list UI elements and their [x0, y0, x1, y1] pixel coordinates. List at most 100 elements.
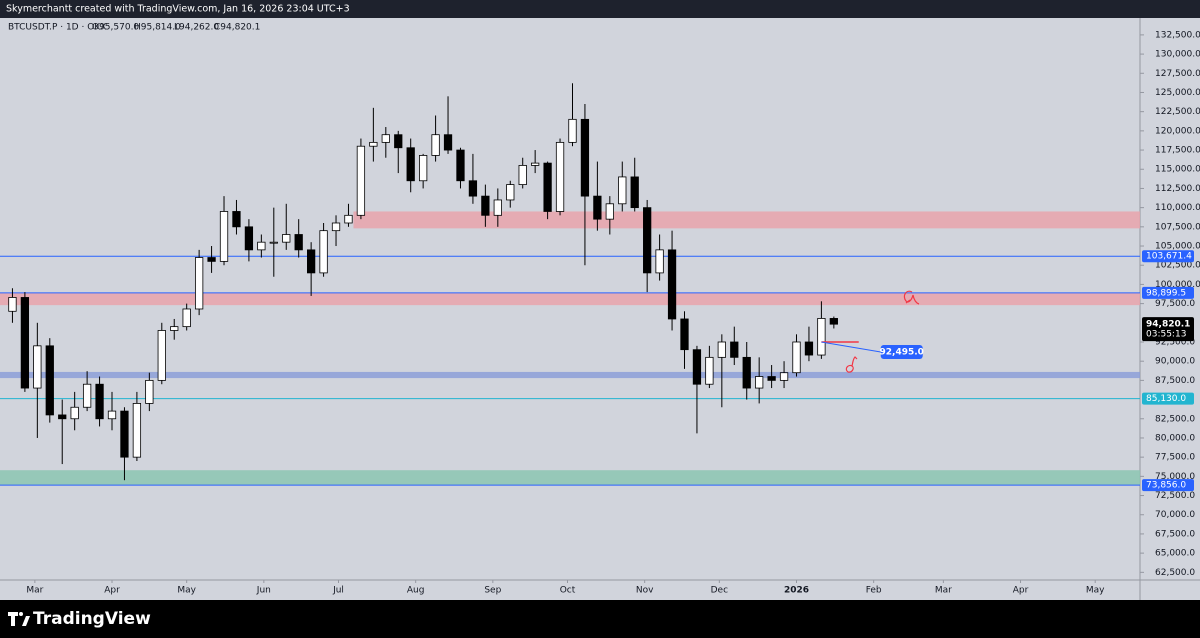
- candle-body: [804, 341, 814, 356]
- candle-body: [643, 207, 652, 274]
- y-tick-label: 130,000.0: [1155, 50, 1200, 60]
- price-tag-label: 103,671.4: [1146, 252, 1192, 262]
- candle-body: [555, 141, 565, 212]
- last-price-tag: [1142, 317, 1194, 342]
- plot-area: [0, 83, 1140, 486]
- candle-body: [33, 345, 42, 389]
- y-tick-label: 127,500.0: [1155, 69, 1200, 79]
- candle-body: [493, 199, 502, 216]
- candle-body: [692, 349, 702, 385]
- candle-body: [107, 410, 117, 420]
- candle-body: [481, 195, 490, 216]
- candle-body: [568, 118, 577, 143]
- candle-body: [269, 241, 278, 244]
- y-tick-label: 82,500.0: [1155, 414, 1195, 424]
- price-tag: [1142, 250, 1194, 263]
- brand: TradingView: [33, 609, 151, 629]
- y-tick-label: 92,500.0: [1155, 337, 1195, 347]
- candle-body: [655, 249, 664, 274]
- y-tick-label: 77,500.0: [1155, 453, 1195, 463]
- y-tick-label: 87,500.0: [1155, 376, 1195, 386]
- candle-body: [817, 318, 826, 356]
- candle-body: [717, 341, 726, 358]
- zone: [0, 292, 1140, 306]
- candle-body: [792, 341, 801, 374]
- x-tick-label: Oct: [560, 586, 576, 596]
- x-tick-label: Dec: [711, 586, 728, 596]
- candle-body: [543, 162, 552, 212]
- candle-body: [593, 195, 602, 220]
- alpha-mark: [903, 290, 920, 305]
- candle-body: [829, 318, 838, 325]
- zone: [0, 371, 1140, 379]
- candle-body: [742, 356, 751, 389]
- y-tick-label: 105,000.0: [1155, 242, 1200, 252]
- candle-body: [468, 180, 478, 197]
- y-tick-label: 112,500.0: [1155, 184, 1200, 194]
- y-tick-label: 120,000.0: [1155, 126, 1200, 136]
- candle-body: [767, 376, 776, 381]
- y-tick-label: 122,500.0: [1155, 107, 1200, 117]
- candle-body: [207, 257, 216, 262]
- y-tick-label: 75,000.0: [1155, 472, 1195, 482]
- hand-annotations: [845, 290, 920, 373]
- candle-body: [132, 403, 142, 458]
- candle-body: [431, 134, 440, 156]
- candle-body: [705, 356, 714, 385]
- candle-body: [369, 141, 378, 147]
- candle-body: [755, 376, 764, 389]
- candle-body: [157, 330, 166, 381]
- y-tick-label: 72,500.0: [1155, 491, 1195, 501]
- y-tick-label: 102,500.0: [1155, 261, 1200, 271]
- y-tick-label: 90,000.0: [1155, 357, 1195, 367]
- delta-mark: [845, 356, 858, 373]
- candle-body: [443, 134, 453, 151]
- candle-body: [219, 211, 229, 262]
- x-tick-label: Apr: [104, 586, 120, 596]
- symbol: BTCUSDT.P · 1D · OKX: [8, 23, 106, 33]
- high-text: H95,814.0: [134, 23, 181, 33]
- attribution: Skymerchantt created with TradingView.co…: [6, 4, 350, 15]
- y-tick-label: 117,500.0: [1155, 146, 1200, 156]
- candle-body: [20, 297, 30, 389]
- candle-body: [667, 249, 677, 320]
- candle-body: [344, 214, 353, 224]
- x-tick-label: Nov: [636, 586, 654, 596]
- low-text: L94,262.0: [174, 23, 219, 33]
- y-tick-label: 100,000.0: [1155, 280, 1200, 290]
- candle-body: [618, 176, 627, 205]
- candle-body: [419, 155, 428, 182]
- x-tick-label: Jul: [332, 586, 344, 596]
- candle-body: [194, 257, 204, 310]
- tradingview-logo: [8, 612, 30, 626]
- y-tick-label: 97,500.0: [1155, 299, 1195, 309]
- close-text: C94,820.1: [214, 23, 260, 33]
- candle-body: [244, 226, 254, 251]
- zone: [0, 470, 1140, 486]
- candle-body: [680, 318, 689, 351]
- x-tick-label: Feb: [866, 586, 882, 596]
- callout-box: [880, 345, 923, 360]
- candle-body: [232, 211, 241, 228]
- candle-body: [70, 406, 79, 420]
- callout-label: 92,495.0: [880, 348, 924, 358]
- y-tick-label: 62,500.0: [1155, 568, 1195, 578]
- x-tick-label: Sep: [484, 586, 501, 596]
- y-tick-label: 70,000.0: [1155, 510, 1195, 520]
- bottom-bar: [0, 600, 1200, 638]
- y-tick-label: 125,000.0: [1155, 88, 1200, 98]
- candle-body: [82, 383, 92, 408]
- candle-body: [381, 134, 390, 143]
- price-tag-label: 73,856.0: [1146, 481, 1186, 491]
- y-tick-label: 67,500.0: [1155, 529, 1195, 539]
- x-tick-label: Mar: [26, 586, 43, 596]
- x-tick-label: Jun: [256, 586, 271, 596]
- candle-body: [257, 241, 266, 251]
- candle-body: [95, 383, 104, 420]
- candle-body: [58, 414, 67, 420]
- candle-body: [518, 165, 527, 186]
- x-tick-label: Apr: [1013, 586, 1029, 596]
- candle-body: [605, 203, 614, 220]
